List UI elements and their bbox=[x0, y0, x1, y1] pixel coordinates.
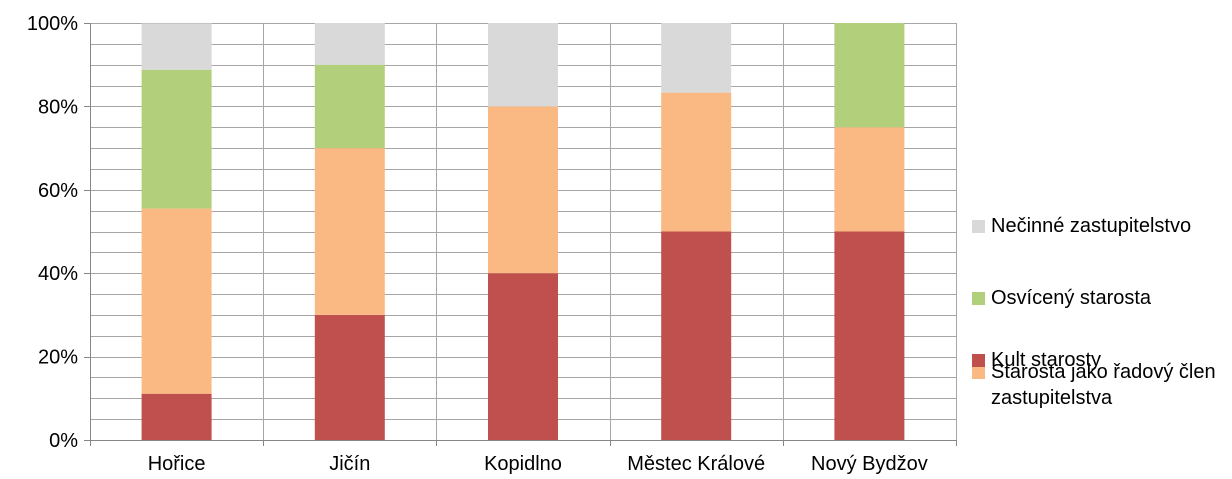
legend-swatch bbox=[972, 292, 985, 305]
bar-segment bbox=[488, 23, 558, 107]
bar-segment bbox=[661, 92, 732, 232]
x-tick-label: Hořice bbox=[148, 453, 206, 475]
legend-label: Starosta jako řadový člen zastupitelstva bbox=[991, 361, 1216, 409]
bar-segment bbox=[834, 23, 905, 128]
bar-segment bbox=[661, 231, 732, 440]
x-tick-label: Kopidlno bbox=[484, 453, 562, 475]
x-tick-label: Jičín bbox=[329, 453, 370, 475]
legend-item: Nečinné zastupitelstvo bbox=[972, 213, 1226, 239]
legend-swatch bbox=[972, 220, 985, 233]
legend-item: Starosta jako řadový člen zastupitelstva bbox=[972, 359, 1226, 411]
bar-segment bbox=[661, 23, 732, 93]
legend-item: Kult starosty bbox=[972, 347, 1226, 373]
bar-segment bbox=[488, 273, 558, 440]
legend-swatch bbox=[972, 366, 985, 379]
y-tick-label: 20% bbox=[38, 347, 78, 369]
bar-segment bbox=[314, 64, 385, 149]
bar-segment bbox=[314, 148, 385, 315]
legend-item: Osvícený starosta bbox=[972, 285, 1226, 311]
x-tick-label: Městec Králové bbox=[627, 453, 765, 475]
y-tick-label: 0% bbox=[49, 430, 78, 452]
bar-segment bbox=[141, 23, 212, 70]
bar-segment bbox=[141, 69, 212, 209]
y-tick-label: 60% bbox=[38, 180, 78, 202]
bar-segment bbox=[141, 393, 212, 440]
y-tick-label: 40% bbox=[38, 263, 78, 285]
bar-segment bbox=[834, 127, 905, 232]
bar-segment bbox=[314, 314, 385, 440]
bar-segment bbox=[488, 106, 558, 274]
x-tick-label: Nový Bydžov bbox=[811, 453, 928, 475]
y-tick-label: 80% bbox=[38, 96, 78, 118]
bar-segment bbox=[314, 23, 385, 65]
y-tick-label: 100% bbox=[27, 13, 78, 35]
legend-swatch bbox=[972, 354, 985, 367]
legend-label: Osvícený starosta bbox=[991, 287, 1152, 309]
legend-label: Nečinné zastupitelstvo bbox=[991, 215, 1192, 237]
bar-segment bbox=[141, 208, 212, 394]
bar-segment bbox=[834, 231, 905, 440]
legend-label: Kult starosty bbox=[991, 349, 1102, 371]
